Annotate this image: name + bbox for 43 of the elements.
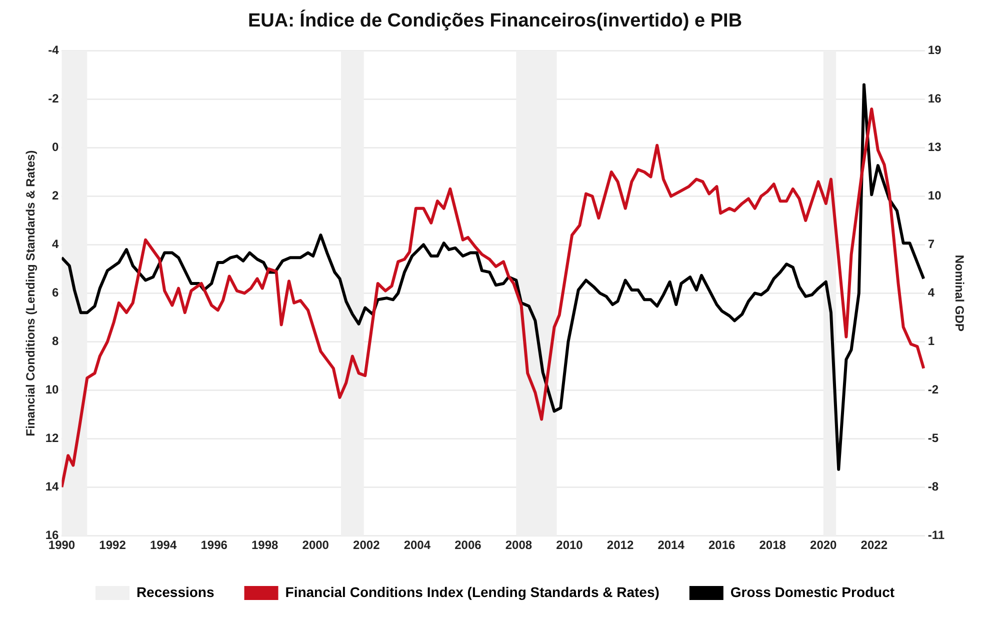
y2-tick-label: 10 [928,188,942,203]
x-tick-label: 1996 [200,538,228,552]
y-tick-label: 12 [45,430,60,445]
y-tick-label: 14 [45,479,60,494]
y2-axis-title: Nominal GDP [952,254,966,332]
x-tick-label: 2008 [505,538,532,552]
x-tick-label: 2022 [860,538,888,552]
x-tick-label: 2002 [353,538,380,552]
y2-tick-label: 13 [928,140,942,154]
x-tick-label: 1994 [150,538,177,552]
y2-tick-label: -2 [928,382,939,396]
x-tick-label: 1998 [251,538,279,552]
x-tick-label: 2016 [708,538,736,552]
legend-label: Gross Domestic Product [730,584,895,600]
y2-tick-label: 19 [928,43,942,58]
legend-label: Recessions [136,584,214,600]
y-tick-label: 0 [52,140,60,154]
x-tick-label: 2014 [658,538,685,552]
x-tick-label: 2020 [810,538,838,552]
x-tick-label: 2006 [454,538,482,552]
y2-tick-label: -5 [928,430,939,445]
y-tick-label: 8 [52,334,60,348]
x-tick-label: 2012 [606,538,634,552]
legend-label: Financial Conditions Index (Lending Standards & Rates) [285,584,660,600]
y2-tick-label: 7 [928,237,935,252]
x-tick-label: 2000 [302,538,330,552]
y-tick-label: 4 [52,237,60,252]
x-tick-label: 2010 [556,538,584,552]
y-tick-label: 2 [52,188,60,203]
y-tick-label: 10 [45,382,60,396]
y-axis-title: Financial Conditions (Lending Standards & Rates) [24,150,38,436]
y-tick-label: 6 [52,286,60,300]
y2-tick-label: 1 [928,334,935,348]
x-tick-label: 2018 [759,538,786,552]
y2-tick-label: 16 [928,92,942,106]
y2-tick-label: 4 [928,286,935,300]
y-tick-label: -4 [48,43,60,58]
x-tick-label: 1992 [99,538,126,552]
chart-title: EUA: Índice de Condições Financeiros(invertido) e PIB [248,10,742,32]
x-tick-label: 2004 [404,538,431,552]
y-tick-label: -2 [48,92,60,106]
y2-tick-label: -8 [928,479,939,494]
y2-tick-label: -11 [928,528,945,542]
